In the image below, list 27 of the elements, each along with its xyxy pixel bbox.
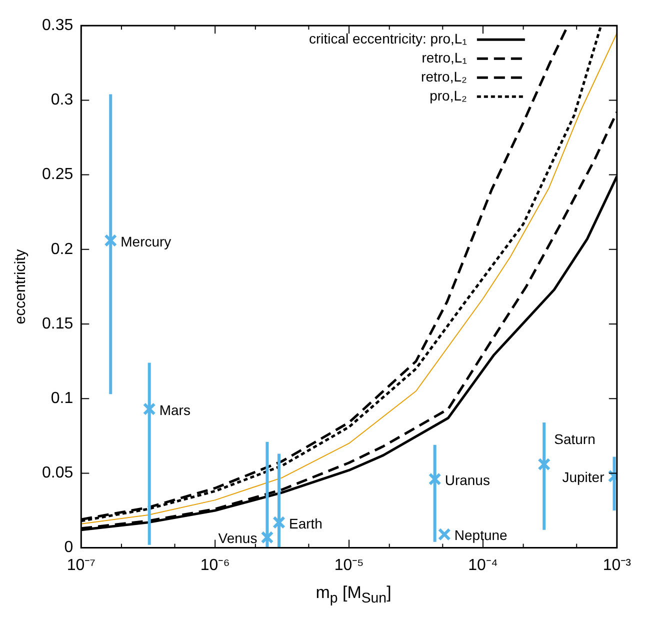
y-tick-label: 0.2: [50, 240, 74, 258]
annotation: Uranus: [444, 472, 490, 488]
annotation: Jupiter: [562, 469, 605, 486]
y-axis-title: eccentricity: [12, 248, 30, 324]
annotation: Saturn: [554, 431, 596, 448]
annotation: Mars: [159, 402, 190, 418]
annotation: Earth: [289, 515, 322, 532]
y-tick-label: 0.1: [50, 390, 74, 408]
x-tick-label: 10⁻⁴: [468, 556, 498, 574]
y-tick-label: 0: [64, 539, 74, 556]
y-tick-label: 0.15: [42, 315, 74, 332]
annotation: Venus: [218, 530, 258, 546]
x-tick-label: 10⁻⁷: [66, 556, 96, 574]
legend-label: pro,L₂: [430, 87, 467, 104]
annotation: Mercury: [120, 233, 172, 250]
x-tick-label: 10⁻⁵: [334, 556, 364, 574]
x-tick-label: 10⁻⁶: [200, 556, 230, 574]
x-tick-label: 10⁻³: [602, 556, 632, 574]
legend-label: critical eccentricity: pro,L₁: [308, 30, 468, 46]
y-tick-label: 0.3: [50, 92, 74, 109]
y-tick-label: 0.25: [42, 166, 74, 184]
y-tick-label: 0.05: [42, 464, 74, 482]
legend-label: retro,L₁: [422, 49, 468, 66]
legend-label: retro,L₂: [421, 68, 467, 84]
x-axis-title: m$_{p}$ [M$_{Sun}$]: [314, 583, 392, 606]
annotation: Neptune: [454, 527, 508, 544]
y-tick-label: 0.35: [42, 17, 74, 34]
